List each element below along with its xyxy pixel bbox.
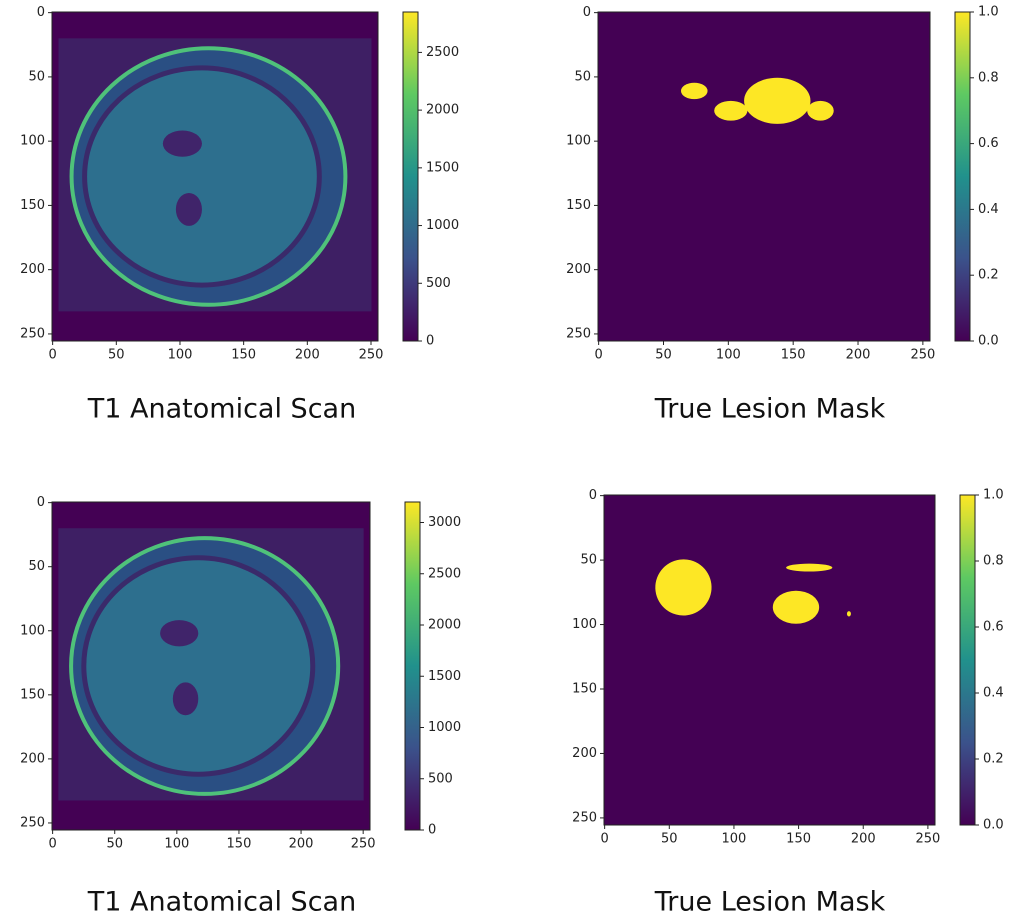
colorbar-tick-label: 0.4 <box>978 202 999 217</box>
y-tick-label: 100 <box>566 134 591 149</box>
colorbar-tick-label: 1500 <box>428 669 461 684</box>
y-tick-label: 50 <box>580 553 597 568</box>
colorbar-tick-label: 2500 <box>426 45 459 60</box>
image <box>598 12 930 341</box>
lesion <box>807 101 834 121</box>
colorbar <box>403 12 418 341</box>
y-tick-label: 150 <box>572 682 597 697</box>
colorbar-tick-label: 1000 <box>426 218 459 233</box>
x-tick-label: 200 <box>295 348 320 363</box>
colorbar-tick-label: 0.6 <box>983 620 1004 635</box>
x-tick-label: 50 <box>661 832 678 847</box>
y-tick-label: 150 <box>566 198 591 213</box>
caption: T1 Anatomical Scan <box>87 887 356 918</box>
colorbar-tick-label: 0.2 <box>978 268 999 283</box>
colorbar-tick-label: 0.8 <box>978 70 999 85</box>
y-tick-label: 150 <box>20 198 45 213</box>
brain <box>84 558 313 774</box>
y-tick-label: 100 <box>572 617 597 632</box>
x-tick-label: 100 <box>722 832 747 847</box>
colorbar-tick-label: 0 <box>428 823 436 838</box>
y-tick-label: 250 <box>20 815 45 830</box>
x-tick-label: 50 <box>108 348 125 363</box>
lesion <box>773 591 819 624</box>
y-tick-label: 150 <box>20 687 45 702</box>
colorbar-tick-label: 1.0 <box>983 488 1004 503</box>
x-tick-label: 150 <box>786 832 811 847</box>
ventricle <box>176 193 202 226</box>
x-tick-label: 250 <box>351 837 376 852</box>
caption: True Lesion Mask <box>654 887 886 918</box>
y-tick-label: 50 <box>28 559 45 574</box>
y-tick-label: 250 <box>20 326 45 341</box>
colorbar-tick-label: 2000 <box>428 618 461 633</box>
colorbar-tick-label: 0.6 <box>978 136 999 151</box>
y-tick-label: 50 <box>574 69 591 84</box>
y-tick-label: 100 <box>20 623 45 638</box>
lesion <box>714 101 747 121</box>
x-tick-label: 0 <box>48 348 56 363</box>
x-tick-label: 150 <box>781 348 806 363</box>
lesion <box>847 611 851 616</box>
y-tick-label: 0 <box>589 488 597 503</box>
colorbar-tick-label: 2000 <box>426 103 459 118</box>
caption: True Lesion Mask <box>654 394 886 425</box>
image <box>604 495 935 825</box>
colorbar-tick-label: 0.0 <box>983 818 1004 833</box>
x-tick-label: 0 <box>595 348 603 363</box>
colorbar-tick-label: 0.0 <box>978 334 999 349</box>
colorbar-tick-label: 1.0 <box>978 5 999 20</box>
x-tick-label: 250 <box>359 348 384 363</box>
colorbar-tick-label: 2500 <box>428 566 461 581</box>
x-tick-label: 50 <box>655 348 672 363</box>
colorbar <box>955 12 970 341</box>
y-tick-label: 100 <box>20 134 45 149</box>
x-tick-label: 150 <box>227 837 252 852</box>
colorbar <box>960 495 975 825</box>
x-tick-label: 50 <box>106 837 123 852</box>
x-tick-label: 0 <box>601 832 609 847</box>
x-tick-label: 150 <box>231 348 256 363</box>
colorbar-tick-label: 0.8 <box>983 554 1004 569</box>
x-tick-label: 100 <box>168 348 193 363</box>
lesion <box>744 78 810 124</box>
colorbar <box>405 502 420 830</box>
colorbar-tick-label: 1000 <box>428 720 461 735</box>
y-tick-label: 200 <box>20 751 45 766</box>
lesion <box>681 83 708 99</box>
x-tick-label: 250 <box>910 348 935 363</box>
colorbar-tick-label: 3000 <box>428 515 461 530</box>
y-tick-label: 0 <box>37 5 45 20</box>
y-tick-label: 0 <box>37 495 45 510</box>
colorbar-tick-label: 0.2 <box>983 752 1004 767</box>
y-tick-label: 250 <box>566 326 591 341</box>
x-tick-label: 0 <box>48 837 56 852</box>
y-tick-label: 50 <box>28 69 45 84</box>
y-tick-label: 200 <box>566 262 591 277</box>
y-tick-label: 0 <box>583 5 591 20</box>
ventricle <box>163 130 202 156</box>
brain <box>85 68 320 285</box>
figure: 0501001502002500501001502002500500100015… <box>0 0 1013 921</box>
y-tick-label: 200 <box>572 746 597 761</box>
x-tick-label: 200 <box>851 832 876 847</box>
colorbar-tick-label: 1500 <box>426 160 459 175</box>
x-tick-label: 200 <box>289 837 314 852</box>
x-tick-label: 100 <box>164 837 189 852</box>
colorbar-tick-label: 0.4 <box>983 686 1004 701</box>
caption: T1 Anatomical Scan <box>87 394 356 425</box>
colorbar-tick-label: 0 <box>426 334 434 349</box>
colorbar-tick-label: 500 <box>426 276 451 291</box>
x-tick-label: 250 <box>915 832 940 847</box>
colorbar-tick-label: 500 <box>428 771 453 786</box>
x-tick-label: 200 <box>846 348 871 363</box>
x-tick-label: 100 <box>716 348 741 363</box>
y-tick-label: 200 <box>20 262 45 277</box>
ventricle <box>173 682 198 715</box>
y-tick-label: 250 <box>572 810 597 825</box>
lesion <box>786 564 832 572</box>
ventricle <box>160 620 198 646</box>
